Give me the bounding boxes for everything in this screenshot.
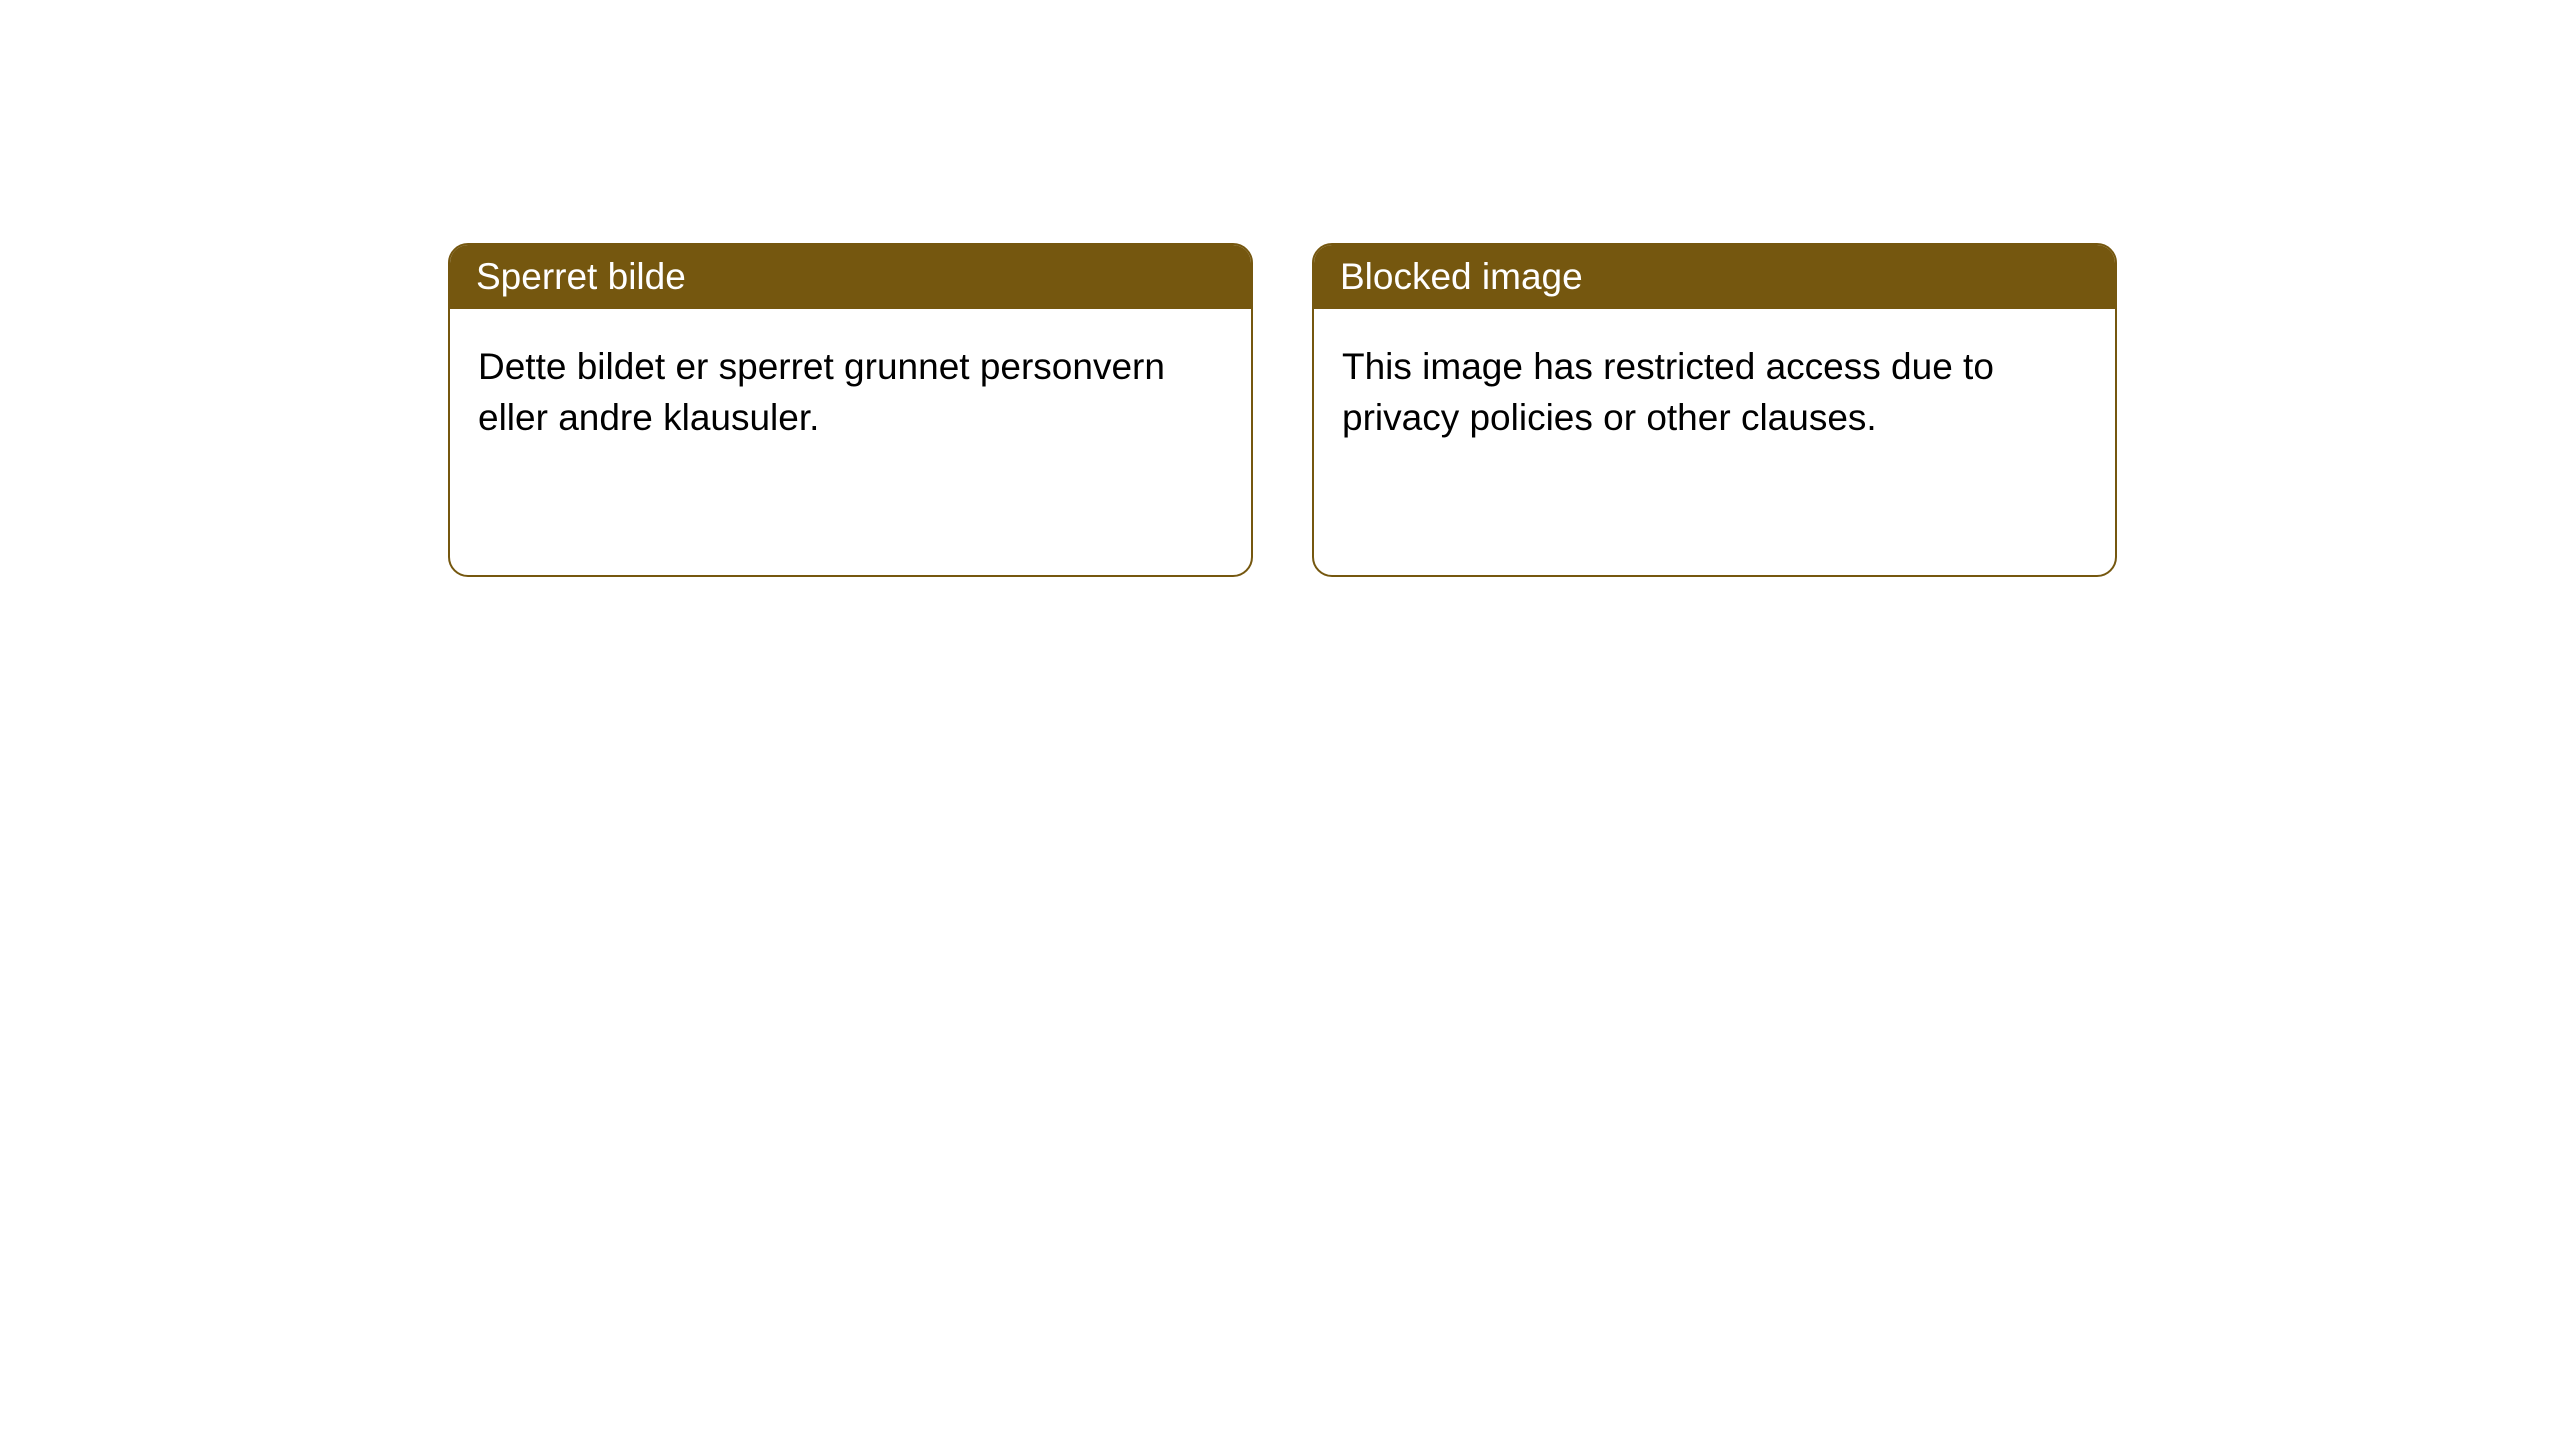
notice-body-norwegian: Dette bildet er sperret grunnet personve… [450,309,1251,475]
notice-message: Dette bildet er sperret grunnet personve… [478,346,1165,438]
notice-title: Sperret bilde [476,256,686,297]
notice-container: Sperret bilde Dette bildet er sperret gr… [0,0,2560,577]
notice-header-norwegian: Sperret bilde [450,245,1251,309]
notice-header-english: Blocked image [1314,245,2115,309]
notice-message: This image has restricted access due to … [1342,346,1994,438]
notice-body-english: This image has restricted access due to … [1314,309,2115,475]
notice-card-norwegian: Sperret bilde Dette bildet er sperret gr… [448,243,1253,577]
notice-card-english: Blocked image This image has restricted … [1312,243,2117,577]
notice-title: Blocked image [1340,256,1583,297]
